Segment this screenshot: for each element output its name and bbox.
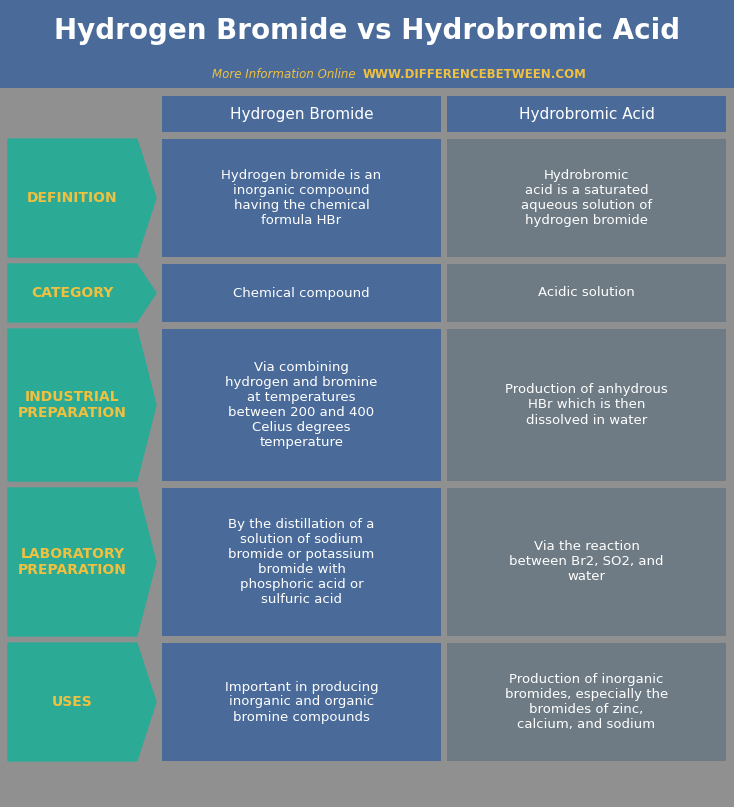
Text: Acidic solution: Acidic solution bbox=[538, 286, 635, 299]
Text: More Information Online: More Information Online bbox=[212, 69, 363, 82]
Polygon shape bbox=[8, 643, 156, 761]
Text: USES: USES bbox=[52, 695, 92, 709]
FancyBboxPatch shape bbox=[162, 96, 441, 132]
FancyBboxPatch shape bbox=[447, 643, 726, 761]
Polygon shape bbox=[8, 139, 156, 257]
Text: Hydrogen Bromide vs Hydrobromic Acid: Hydrogen Bromide vs Hydrobromic Acid bbox=[54, 17, 680, 45]
Text: Via combining
hydrogen and bromine
at temperatures
between 200 and 400
Celius de: Via combining hydrogen and bromine at te… bbox=[225, 361, 378, 449]
Text: Production of anhydrous
HBr which is then
dissolved in water: Production of anhydrous HBr which is the… bbox=[505, 383, 668, 427]
Text: Hydrobromic Acid: Hydrobromic Acid bbox=[518, 107, 655, 122]
Polygon shape bbox=[8, 329, 156, 481]
Text: LABORATORY
PREPARATION: LABORATORY PREPARATION bbox=[18, 547, 127, 577]
Text: Production of inorganic
bromides, especially the
bromides of zinc,
calcium, and : Production of inorganic bromides, especi… bbox=[505, 673, 668, 731]
FancyBboxPatch shape bbox=[447, 488, 726, 636]
Polygon shape bbox=[8, 488, 156, 636]
Text: By the distillation of a
solution of sodium
bromide or potassium
bromide with
ph: By the distillation of a solution of sod… bbox=[228, 518, 374, 606]
FancyBboxPatch shape bbox=[162, 329, 441, 481]
FancyBboxPatch shape bbox=[447, 329, 726, 481]
Text: Important in producing
inorganic and organic
bromine compounds: Important in producing inorganic and org… bbox=[225, 680, 378, 724]
FancyBboxPatch shape bbox=[447, 264, 726, 322]
Text: INDUSTRIAL
PREPARATION: INDUSTRIAL PREPARATION bbox=[18, 390, 127, 420]
Text: Hydrogen Bromide: Hydrogen Bromide bbox=[230, 107, 374, 122]
FancyBboxPatch shape bbox=[162, 139, 441, 257]
Text: CATEGORY: CATEGORY bbox=[31, 286, 114, 300]
Polygon shape bbox=[8, 264, 156, 322]
FancyBboxPatch shape bbox=[162, 643, 441, 761]
FancyBboxPatch shape bbox=[162, 488, 441, 636]
Text: Hydrogen bromide is an
inorganic compound
having the chemical
formula HBr: Hydrogen bromide is an inorganic compoun… bbox=[222, 169, 382, 227]
Text: Via the reaction
between Br2, SO2, and
water: Via the reaction between Br2, SO2, and w… bbox=[509, 541, 664, 583]
Text: DEFINITION: DEFINITION bbox=[27, 191, 117, 205]
Text: WWW.DIFFERENCEBETWEEN.COM: WWW.DIFFERENCEBETWEEN.COM bbox=[363, 69, 587, 82]
Text: Chemical compound: Chemical compound bbox=[233, 286, 370, 299]
FancyBboxPatch shape bbox=[447, 139, 726, 257]
FancyBboxPatch shape bbox=[162, 264, 441, 322]
FancyBboxPatch shape bbox=[447, 96, 726, 132]
Text: Hydrobromic
acid is a saturated
aqueous solution of
hydrogen bromide: Hydrobromic acid is a saturated aqueous … bbox=[521, 169, 652, 227]
FancyBboxPatch shape bbox=[0, 0, 734, 88]
